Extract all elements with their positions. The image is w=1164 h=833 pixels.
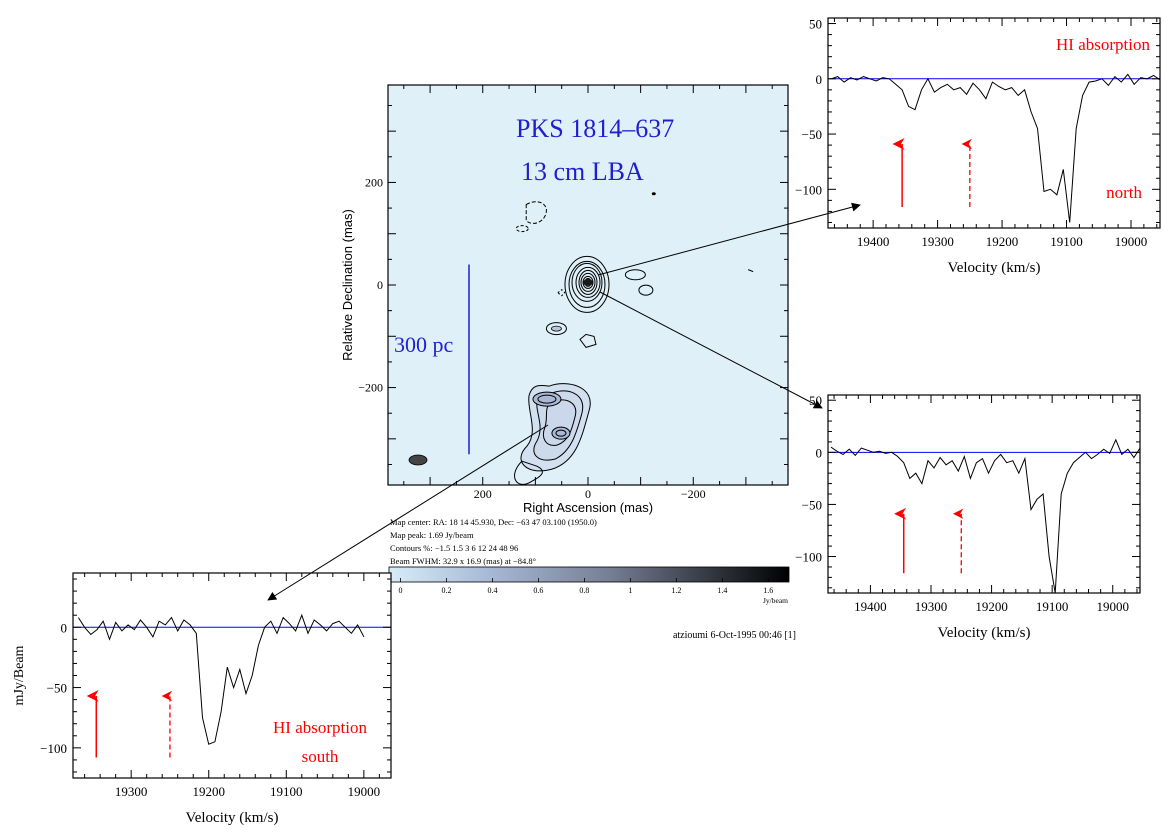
core-contour <box>580 272 596 292</box>
map-ylabel: Relative Declination (mas) <box>340 209 355 361</box>
feature-contour <box>651 192 656 196</box>
spectrum-ytick-label: −100 <box>795 182 822 197</box>
colorbar-tick-label: 1.4 <box>717 586 727 595</box>
map-ytick-label: 200 <box>365 175 383 189</box>
map-xtick-label: −200 <box>681 487 706 501</box>
spectrum-xlabel: Velocity (km/s) <box>186 810 279 826</box>
plot-footer: atzioumi 6-Oct-1995 00:46 [1] <box>673 630 796 641</box>
beam-ellipse <box>408 454 428 466</box>
feature-contour <box>638 284 654 296</box>
colorbar-tick-label: 0.8 <box>579 586 589 595</box>
scale-bar-label: 300 pc <box>394 332 454 357</box>
colorbar-tick-label: 0.6 <box>533 586 543 595</box>
core-contour <box>568 260 606 308</box>
info-contours: Contours %: −1.5 1.5 3 6 12 24 48 96 <box>390 543 518 553</box>
spectrum-xtick-label: 19100 <box>270 784 303 799</box>
colorbar-tick-label: 0.2 <box>441 586 451 595</box>
feature-contour <box>545 322 567 336</box>
spectrum-middle: 19400 19300 19200 19100 19000 50 0 −50 −100 Veloc… <box>795 393 1141 641</box>
spectrum-line <box>830 438 1141 594</box>
map-xlabel: Right Ascension (mas) <box>523 500 653 515</box>
spectrum-ylabel: mJy/Beam <box>12 645 27 705</box>
feature-contour <box>579 333 597 348</box>
lobe-knot-lower-inner <box>555 429 567 437</box>
core-peak <box>583 278 593 286</box>
spectrum-ytick-label: −100 <box>795 550 822 565</box>
info-beam: Beam FWHM: 32.9 x 16.9 (mas) at −84.8° <box>390 556 536 566</box>
spectrum-xlabel: Velocity (km/s) <box>948 260 1041 276</box>
spectrum-ytick-label: 0 <box>816 445 823 460</box>
colorbar-tick-label: 0.4 <box>487 586 497 595</box>
spectrum-xlabel: Velocity (km/s) <box>938 625 1031 641</box>
core-contour <box>575 266 601 298</box>
feature-contour <box>624 269 646 281</box>
spectrum-north: 19400 19300 19200 19100 19000 50 0 −50 −100 Veloc… <box>795 17 1161 276</box>
spectrum-xtick-label: 19200 <box>975 599 1008 614</box>
core-contour <box>578 269 598 295</box>
spectrum-xtick-label: 19200 <box>986 234 1019 249</box>
map-title-line1: PKS 1814–637 <box>516 114 674 143</box>
spectrum-label-line1: HI absorption <box>1056 35 1150 54</box>
map-xtick-label: 200 <box>474 487 492 501</box>
map-ytick-label: −200 <box>358 381 383 395</box>
spectrum-line <box>77 613 365 745</box>
connector-arrows <box>267 202 861 601</box>
negative-contour <box>556 289 566 297</box>
spectrum-line <box>831 73 1161 223</box>
arrow-to-south <box>267 424 549 601</box>
negative-contour <box>525 201 547 224</box>
colorbar-tick-label: 1.2 <box>671 586 681 595</box>
spectrum-xtick-label: 19400 <box>857 234 890 249</box>
spectrum-xtick-label: 19100 <box>1050 234 1083 249</box>
spectrum-ytick-label: −100 <box>40 741 67 756</box>
negative-contour <box>515 225 529 233</box>
lobe-tail-contour <box>514 460 543 485</box>
spectrum-xtick-label: 19000 <box>1096 599 1129 614</box>
colorbar-tick-label: 1.6 <box>763 586 773 595</box>
colorbar-unit: Jy/beam <box>763 596 788 605</box>
spectrum-ytick-label: −50 <box>802 497 822 512</box>
arrow-to-north <box>597 202 861 276</box>
map-ytick-label: 0 <box>377 278 383 292</box>
spectrum-ytick-label: 0 <box>61 620 68 635</box>
spectrum-xtick-label: 19400 <box>854 599 887 614</box>
map-xtick-label: 0 <box>585 487 591 501</box>
spectrum-label-line2: south <box>302 747 339 766</box>
spectrum-frame <box>827 394 1141 594</box>
lobe-knot-lower <box>551 426 571 440</box>
spectrum-label-line1: HI absorption <box>273 718 367 737</box>
spectrum-ytick-label: 0 <box>816 72 823 87</box>
map-title-line2: 13 cm LBA <box>521 157 644 186</box>
colorbar-tick-label: 0 <box>398 586 402 595</box>
spectrum-ytick-label: 50 <box>809 393 822 408</box>
lobe-knot-upper <box>532 391 562 407</box>
spectrum-xtick-label: 19200 <box>192 784 225 799</box>
spectrum-label-line2: north <box>1106 183 1142 202</box>
spectrum-ytick-label: −50 <box>47 681 67 696</box>
spectrum-xtick-label: 19000 <box>1115 234 1148 249</box>
info-map-center: Map center: RA: 18 14 45.930, Dec: −63 4… <box>390 517 597 527</box>
spectrum-xtick-label: 19300 <box>921 234 954 249</box>
lobe-knot-upper-inner <box>537 394 557 404</box>
core-contour <box>571 262 603 302</box>
spectrum-frame <box>827 17 1161 229</box>
core-contour <box>564 255 610 313</box>
spectrum-xtick-label: 19000 <box>348 784 381 799</box>
spectrum-ytick-label: −50 <box>802 127 822 142</box>
spectrum-ytick-label: 50 <box>809 17 822 32</box>
arrow-to-middle <box>599 291 823 409</box>
info-map-peak: Map peak: 1.69 Jy/beam <box>390 530 474 540</box>
spectrum-xtick-label: 19300 <box>115 784 148 799</box>
colorbar <box>388 566 790 583</box>
spectrum-frame <box>72 572 392 779</box>
feature-contour-inner <box>551 325 562 332</box>
spectrum-xtick-label: 19300 <box>915 599 948 614</box>
spectrum-south: 19300 19200 19100 19000 0 −50 −100 Velocity (km… <box>12 572 392 826</box>
feature-contour <box>747 269 754 273</box>
colorbar-tick-label: 1 <box>628 586 632 595</box>
spectrum-xtick-label: 19100 <box>1036 599 1069 614</box>
